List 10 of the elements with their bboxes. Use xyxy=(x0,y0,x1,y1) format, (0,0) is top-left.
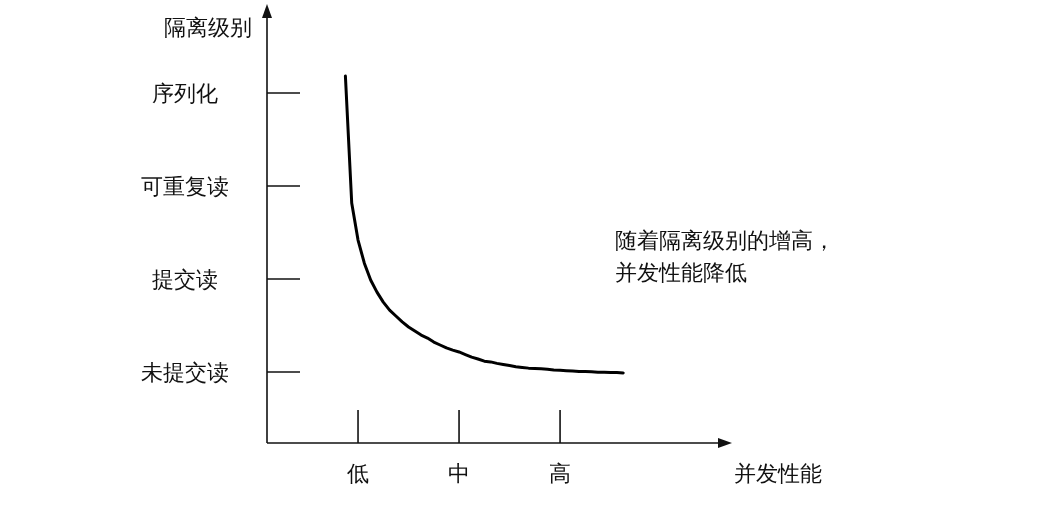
x-tick-label: 高 xyxy=(549,461,572,486)
text: 可重复读 xyxy=(141,174,229,199)
annotation: 随着隔离级别的增高，并发性能降低 xyxy=(615,227,836,287)
text: 提交读 xyxy=(152,267,218,292)
text: 序列化 xyxy=(152,81,218,106)
x-tick-label: 中 xyxy=(448,461,471,486)
x-axis-title: 并发性能 xyxy=(734,461,822,486)
y-axis-title: 隔离级别 xyxy=(164,15,252,40)
text: 未提交读 xyxy=(141,360,229,385)
x-tick-label: 低 xyxy=(347,461,370,486)
